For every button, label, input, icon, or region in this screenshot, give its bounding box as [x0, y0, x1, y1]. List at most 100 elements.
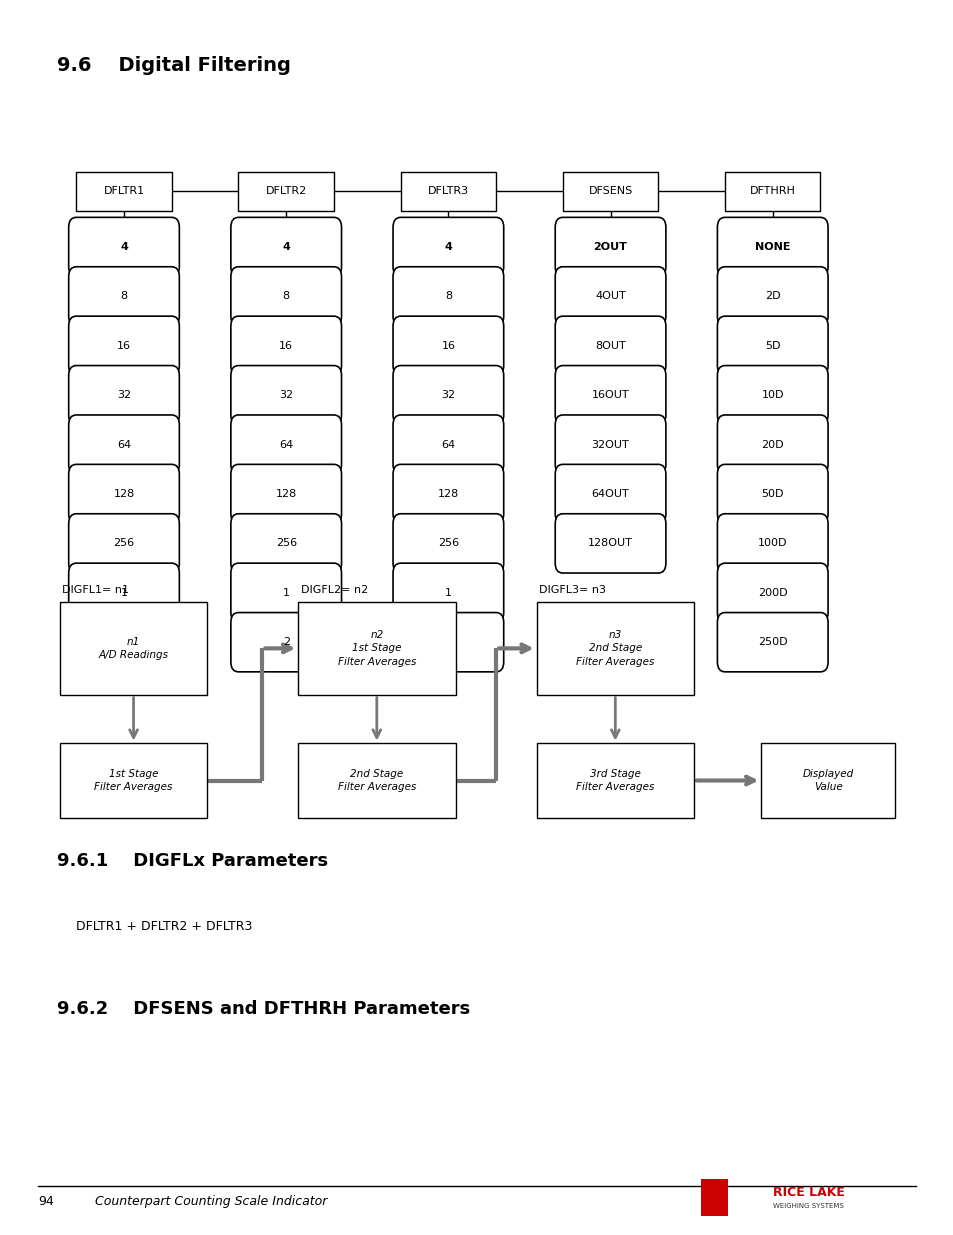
FancyBboxPatch shape	[393, 563, 503, 622]
FancyBboxPatch shape	[69, 316, 179, 375]
FancyBboxPatch shape	[60, 743, 208, 818]
FancyBboxPatch shape	[562, 172, 658, 211]
FancyBboxPatch shape	[555, 415, 665, 474]
Text: 256: 256	[437, 538, 458, 548]
FancyBboxPatch shape	[393, 267, 503, 326]
FancyBboxPatch shape	[393, 514, 503, 573]
Text: 20D: 20D	[760, 440, 783, 450]
Text: 64OUT: 64OUT	[591, 489, 629, 499]
FancyBboxPatch shape	[238, 172, 334, 211]
Text: 16: 16	[441, 341, 455, 351]
Text: 8: 8	[120, 291, 128, 301]
FancyBboxPatch shape	[536, 603, 694, 694]
FancyBboxPatch shape	[724, 172, 820, 211]
Text: DFTHRH: DFTHRH	[749, 186, 795, 196]
FancyBboxPatch shape	[717, 514, 827, 573]
FancyBboxPatch shape	[231, 613, 341, 672]
Text: 9.6    Digital Filtering: 9.6 Digital Filtering	[57, 56, 291, 74]
FancyBboxPatch shape	[555, 514, 665, 573]
Text: 8: 8	[444, 291, 452, 301]
Text: 4: 4	[282, 242, 290, 252]
Text: 64: 64	[441, 440, 455, 450]
Text: NONE: NONE	[754, 242, 790, 252]
FancyBboxPatch shape	[760, 743, 894, 818]
Text: n1
A/D Readings: n1 A/D Readings	[98, 637, 169, 659]
Text: 32: 32	[441, 390, 455, 400]
Text: 32: 32	[279, 390, 293, 400]
FancyBboxPatch shape	[297, 603, 456, 694]
Text: 2nd Stage
Filter Averages: 2nd Stage Filter Averages	[337, 769, 416, 792]
FancyBboxPatch shape	[555, 267, 665, 326]
Text: 2OUT: 2OUT	[593, 242, 627, 252]
Text: 2: 2	[282, 637, 290, 647]
Text: 94: 94	[38, 1195, 54, 1209]
FancyBboxPatch shape	[69, 217, 179, 277]
Text: 64: 64	[279, 440, 293, 450]
Text: 16: 16	[279, 341, 293, 351]
FancyBboxPatch shape	[717, 563, 827, 622]
FancyBboxPatch shape	[231, 217, 341, 277]
Text: DFSENS: DFSENS	[588, 186, 632, 196]
Text: 2: 2	[120, 637, 128, 647]
Text: 1st Stage
Filter Averages: 1st Stage Filter Averages	[94, 769, 172, 792]
FancyBboxPatch shape	[393, 217, 503, 277]
Text: DFLTR2: DFLTR2	[265, 186, 307, 196]
FancyBboxPatch shape	[555, 464, 665, 524]
Text: Counterpart Counting Scale Indicator: Counterpart Counting Scale Indicator	[95, 1195, 328, 1209]
FancyBboxPatch shape	[717, 217, 827, 277]
Text: 16: 16	[117, 341, 131, 351]
Text: 5D: 5D	[764, 341, 780, 351]
FancyBboxPatch shape	[717, 267, 827, 326]
FancyBboxPatch shape	[717, 366, 827, 425]
Text: 9.6.1    DIGFLx Parameters: 9.6.1 DIGFLx Parameters	[57, 852, 328, 871]
Text: 4OUT: 4OUT	[595, 291, 625, 301]
FancyBboxPatch shape	[69, 267, 179, 326]
Text: 10D: 10D	[760, 390, 783, 400]
FancyBboxPatch shape	[717, 316, 827, 375]
Text: 4: 4	[120, 242, 128, 252]
Text: 9.6.2    DFSENS and DFTHRH Parameters: 9.6.2 DFSENS and DFTHRH Parameters	[57, 1000, 470, 1019]
Text: DIGFL3= n3: DIGFL3= n3	[538, 585, 605, 595]
Text: DFLTR3: DFLTR3	[427, 186, 469, 196]
Text: 128: 128	[275, 489, 296, 499]
Text: 2: 2	[444, 637, 452, 647]
Text: 64: 64	[117, 440, 131, 450]
Text: 50D: 50D	[760, 489, 783, 499]
Text: 1: 1	[120, 588, 128, 598]
Text: 256: 256	[275, 538, 296, 548]
FancyBboxPatch shape	[555, 316, 665, 375]
FancyBboxPatch shape	[69, 366, 179, 425]
Text: DIGFL1= n1: DIGFL1= n1	[62, 585, 129, 595]
Text: 128OUT: 128OUT	[587, 538, 633, 548]
Text: Displayed
Value: Displayed Value	[801, 769, 853, 792]
FancyBboxPatch shape	[231, 267, 341, 326]
FancyBboxPatch shape	[231, 316, 341, 375]
Text: n2
1st Stage
Filter Averages: n2 1st Stage Filter Averages	[337, 630, 416, 667]
Text: 1: 1	[444, 588, 452, 598]
FancyBboxPatch shape	[393, 366, 503, 425]
FancyBboxPatch shape	[231, 366, 341, 425]
Text: n3
2nd Stage
Filter Averages: n3 2nd Stage Filter Averages	[576, 630, 654, 667]
Text: 3rd Stage
Filter Averages: 3rd Stage Filter Averages	[576, 769, 654, 792]
FancyBboxPatch shape	[69, 415, 179, 474]
Text: 256: 256	[113, 538, 134, 548]
FancyBboxPatch shape	[400, 172, 496, 211]
FancyBboxPatch shape	[297, 743, 456, 818]
FancyBboxPatch shape	[717, 464, 827, 524]
FancyBboxPatch shape	[555, 366, 665, 425]
Text: 8: 8	[282, 291, 290, 301]
FancyBboxPatch shape	[69, 464, 179, 524]
FancyBboxPatch shape	[231, 563, 341, 622]
FancyBboxPatch shape	[700, 1179, 727, 1216]
Text: 4: 4	[444, 242, 452, 252]
Text: WEIGHING SYSTEMS: WEIGHING SYSTEMS	[772, 1203, 842, 1209]
FancyBboxPatch shape	[393, 464, 503, 524]
FancyBboxPatch shape	[536, 743, 694, 818]
Text: 128: 128	[437, 489, 458, 499]
FancyBboxPatch shape	[69, 613, 179, 672]
Text: DIGFL2= n2: DIGFL2= n2	[300, 585, 367, 595]
Text: 100D: 100D	[758, 538, 786, 548]
FancyBboxPatch shape	[69, 563, 179, 622]
FancyBboxPatch shape	[393, 316, 503, 375]
FancyBboxPatch shape	[231, 514, 341, 573]
